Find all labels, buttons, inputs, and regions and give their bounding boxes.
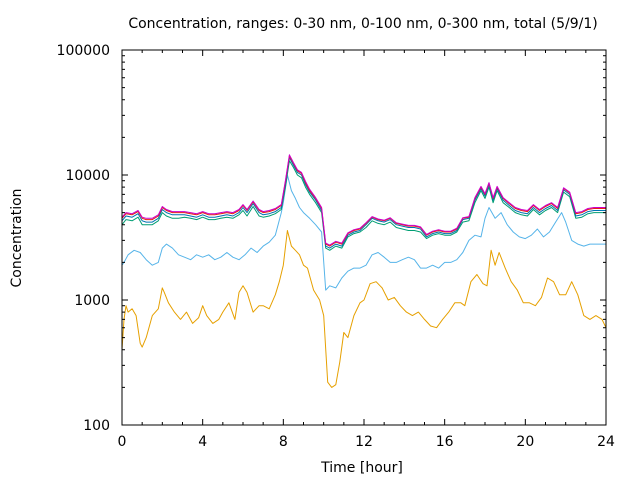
x-tick-label: 16	[436, 434, 454, 450]
plot-frame	[121, 49, 607, 426]
series-line-1	[121, 230, 607, 388]
series-line-6	[121, 154, 606, 246]
y-axis-label: Concentration	[9, 188, 25, 287]
series-layer	[121, 154, 607, 388]
y-tick-label: 10000	[65, 168, 110, 184]
x-tick-label: 20	[516, 434, 534, 450]
x-tick-label: 0	[118, 434, 127, 450]
x-tick-label: 24	[597, 434, 615, 450]
series-line-3	[121, 160, 606, 251]
series-line-5	[121, 155, 606, 247]
series-line-4	[121, 157, 606, 249]
y-tick-label: 100000	[57, 43, 110, 59]
x-tick-label: 8	[279, 434, 288, 450]
x-tick-label: 4	[198, 434, 207, 450]
x-tick-label: 12	[355, 434, 373, 450]
axis-layer: 0 4 8 12 16 20 24 100 1000 10000 100000	[57, 43, 615, 450]
y-tick-label: 1000	[74, 293, 110, 309]
x-axis-label: Time [hour]	[320, 460, 403, 476]
chart-title: Concentration, ranges: 0-30 nm, 0-100 nm…	[128, 16, 597, 32]
series-line-2	[121, 174, 606, 291]
y-tick-label: 100	[83, 418, 110, 434]
